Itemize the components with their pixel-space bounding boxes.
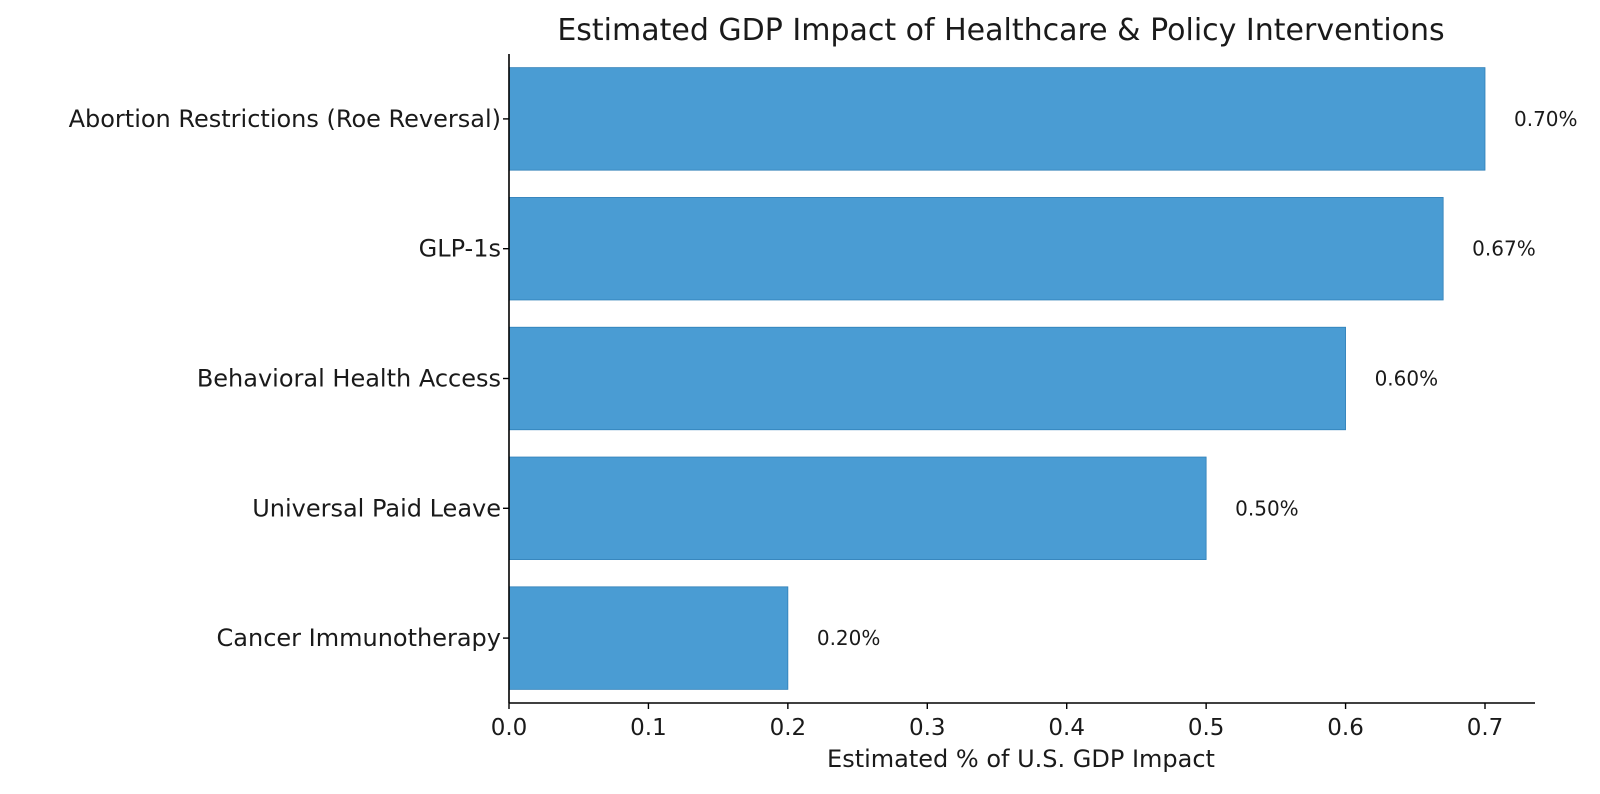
x-tick-label: 0.4 — [1048, 715, 1085, 741]
category-label: Universal Paid Leave — [252, 494, 501, 522]
bar — [508, 586, 789, 690]
x-tick-label: 0.0 — [491, 715, 528, 741]
category-label: Abortion Restrictions (Roe Reversal) — [69, 105, 501, 133]
x-tick-label: 0.3 — [909, 715, 946, 741]
x-tick-label: 0.2 — [770, 715, 807, 741]
bar — [508, 197, 1444, 301]
x-tick-label: 0.1 — [630, 715, 667, 741]
data-label: 0.20% — [817, 626, 881, 650]
chart-title: Estimated GDP Impact of Healthcare & Pol… — [557, 13, 1444, 48]
bars-layer: Abortion Restrictions (Roe Reversal) 0.70… — [69, 67, 1578, 690]
bar — [508, 456, 1207, 560]
category-label: GLP-1s — [419, 235, 501, 263]
bar — [508, 326, 1346, 431]
x-tick-label: 0.6 — [1327, 715, 1364, 741]
data-label: 0.70% — [1514, 107, 1578, 131]
data-label: 0.67% — [1472, 237, 1536, 261]
x-tick-label: 0.5 — [1188, 715, 1225, 741]
category-label: Cancer Immunotherapy — [217, 624, 501, 652]
bar — [508, 67, 1486, 171]
category-label: Behavioral Health Access — [197, 365, 501, 393]
data-label: 0.50% — [1235, 496, 1299, 520]
x-axis-label: Estimated % of U.S. GDP Impact — [827, 745, 1215, 773]
data-label: 0.60% — [1375, 367, 1439, 391]
ticks-layer: 0.0 0.1 0.2 0.3 0.4 0.5 0.6 0.7 — [491, 118, 1504, 741]
x-tick-label: 0.7 — [1467, 715, 1504, 741]
